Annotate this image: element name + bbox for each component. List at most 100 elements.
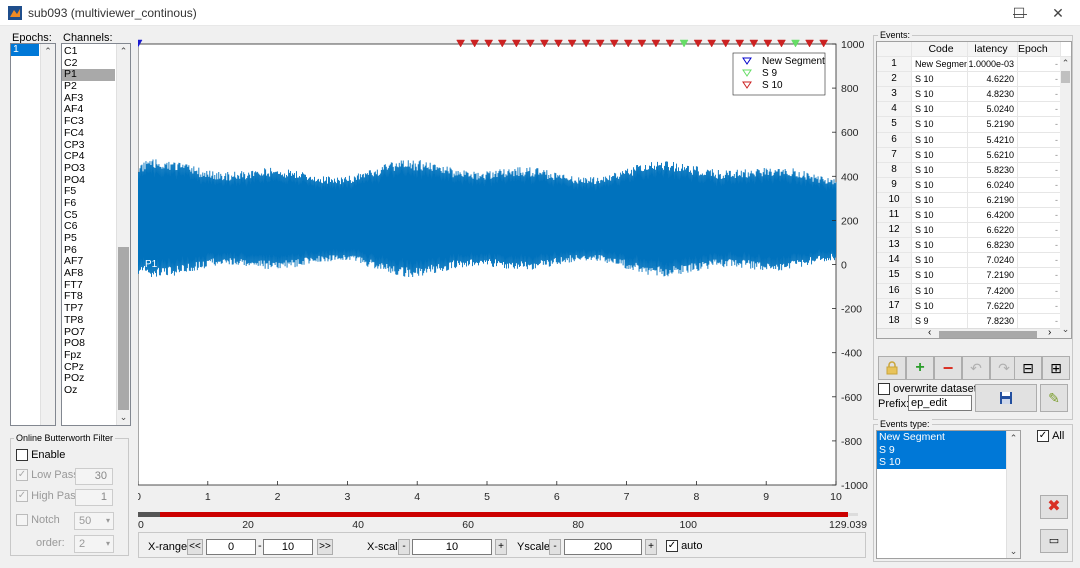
events-type-scrollbar[interactable]: ⌃ ⌄ (1006, 431, 1020, 558)
export-events-icon[interactable]: ⊞ (1042, 356, 1070, 380)
channel-item[interactable]: FT8 (64, 290, 83, 303)
events-hscroll[interactable]: ‹ › (877, 327, 1060, 338)
channels-listbox[interactable]: C1 C2 P1 P2 AF3 AF4 FC3 FC4 CP3 CP4 PO3 PO4 F5 F6 C5 C6… (61, 43, 131, 426)
channel-item[interactable]: POz (64, 372, 85, 385)
remove-event-button[interactable]: − (934, 356, 962, 380)
channel-item[interactable]: CP4 (64, 150, 85, 163)
code-column-header[interactable]: Code (912, 42, 968, 57)
latency-column-header[interactable]: latency (968, 42, 1018, 57)
undo-icon[interactable]: ↶ (962, 356, 990, 380)
channel-item[interactable]: FC4 (64, 126, 84, 139)
channel-item[interactable]: PO4 (64, 173, 86, 186)
channel-item[interactable]: C5 (64, 208, 78, 221)
scroll-down-icon[interactable]: ⌄ (1009, 546, 1018, 556)
epoch-item[interactable]: 1 (11, 44, 39, 56)
channel-item[interactable]: F5 (64, 185, 77, 198)
channel-item[interactable]: Fpz (64, 348, 82, 361)
channel-item[interactable]: C1 (64, 45, 78, 57)
apply-events-icon[interactable]: ✎ (1040, 384, 1068, 412)
notch-dropdown[interactable]: 50 ▾ (74, 512, 114, 530)
plot-area[interactable] (138, 43, 837, 486)
minimize-button[interactable]: — (1013, 5, 1027, 21)
channel-item[interactable]: FC3 (64, 115, 84, 128)
add-event-button[interactable]: + (906, 356, 934, 380)
close-window-button[interactable]: ✕ (1052, 5, 1064, 21)
scrollbar-thumb[interactable] (118, 247, 129, 410)
events-vscroll-thumb[interactable] (1061, 71, 1070, 83)
channel-item[interactable]: P2 (64, 80, 77, 93)
channel-item[interactable]: TP8 (64, 313, 84, 326)
redo-icon[interactable]: ↷ (990, 356, 1018, 380)
next-page-button[interactable]: >> (317, 539, 333, 555)
lock-icon-button[interactable] (878, 356, 906, 380)
auto-scale-row[interactable]: ✓ auto (666, 540, 702, 553)
channel-item[interactable]: Oz (64, 383, 78, 396)
event-row[interactable]: 15 S 10 7.2190- (877, 268, 1071, 284)
all-types-checkbox[interactable]: ✓ (1037, 430, 1049, 443)
overview-window-handle[interactable] (138, 512, 160, 517)
prefix-input[interactable]: ep_edit (908, 395, 972, 411)
event-row[interactable]: 14 S 10 7.0240- (877, 253, 1071, 269)
event-type-item[interactable]: New Segment (877, 431, 1006, 444)
channel-item[interactable]: AF4 (64, 103, 84, 116)
overview-range-bar[interactable] (138, 512, 848, 517)
lowpass-input[interactable]: 30 (75, 468, 113, 485)
channel-item[interactable]: PO7 (64, 325, 86, 338)
save-icon-button[interactable] (975, 384, 1037, 412)
scroll-left-icon[interactable]: ‹ (928, 327, 932, 338)
epochs-listbox[interactable]: 1 ⌃ (10, 43, 56, 426)
channel-item[interactable]: AF7 (64, 255, 84, 268)
overwrite-checkbox[interactable] (878, 383, 890, 396)
channel-item[interactable]: C6 (64, 220, 78, 233)
channel-item[interactable]: TP7 (64, 302, 84, 315)
delete-type-icon[interactable]: ✖ (1040, 495, 1068, 519)
event-row[interactable]: 13 S 10 6.8230- (877, 238, 1071, 254)
epochs-scrollbar[interactable]: ⌃ (40, 44, 55, 425)
toggle-type-icon[interactable]: ▭ (1040, 529, 1068, 553)
scroll-down-icon[interactable]: ⌄ (1061, 324, 1070, 334)
channel-item[interactable]: CPz (64, 360, 84, 373)
import-events-icon[interactable]: ⊟ (1014, 356, 1042, 380)
event-row[interactable]: 1 New Segment 1.0000e-03- (877, 57, 1071, 73)
prev-page-button[interactable]: << (187, 539, 203, 555)
event-row[interactable]: 18 S 9 7.8230- (877, 313, 1071, 329)
enable-checkbox[interactable] (16, 449, 28, 462)
xrange-start-input[interactable]: 0 (206, 539, 256, 555)
scroll-right-icon[interactable]: › (1048, 327, 1052, 338)
yscale-minus-button[interactable]: - (549, 539, 561, 555)
order-dropdown[interactable]: 2 ▾ (74, 535, 114, 553)
channel-item[interactable]: PO8 (64, 337, 86, 350)
channel-item[interactable]: F6 (64, 196, 77, 209)
event-type-item[interactable]: S 10 (877, 456, 1006, 469)
notch-checkbox[interactable] (16, 514, 28, 527)
scroll-up-icon[interactable]: ⌃ (119, 46, 128, 56)
event-type-item[interactable]: S 9 (877, 443, 1006, 456)
highpass-input[interactable]: 1 (75, 489, 113, 506)
event-row[interactable]: 10 S 10 6.2190- (877, 192, 1071, 209)
channel-item[interactable]: P1 (62, 69, 115, 82)
epoch-column-header[interactable]: Epoch (1018, 42, 1061, 57)
xrange-end-input[interactable]: 10 (263, 539, 313, 555)
scroll-down-icon[interactable]: ⌄ (119, 412, 128, 422)
channel-item[interactable]: P5 (64, 232, 77, 244)
channel-item[interactable]: FT7 (64, 278, 83, 291)
xscale-plus-button[interactable]: + (495, 539, 507, 555)
events-table[interactable]: Code latency Epoch 1 New Segment 1.0000e-0… (876, 41, 1072, 339)
auto-checkbox[interactable]: ✓ (666, 540, 678, 553)
channels-scrollbar[interactable]: ⌃ ⌄ (116, 44, 130, 425)
event-row[interactable]: 12 S 10 6.6220- (877, 223, 1071, 239)
scroll-up-icon[interactable]: ⌃ (44, 46, 52, 56)
scroll-up-icon[interactable]: ⌃ (1009, 433, 1018, 443)
lowpass-checkbox[interactable]: ✓ (16, 469, 28, 482)
maximize-button[interactable]: ☐ (1012, 5, 1026, 21)
